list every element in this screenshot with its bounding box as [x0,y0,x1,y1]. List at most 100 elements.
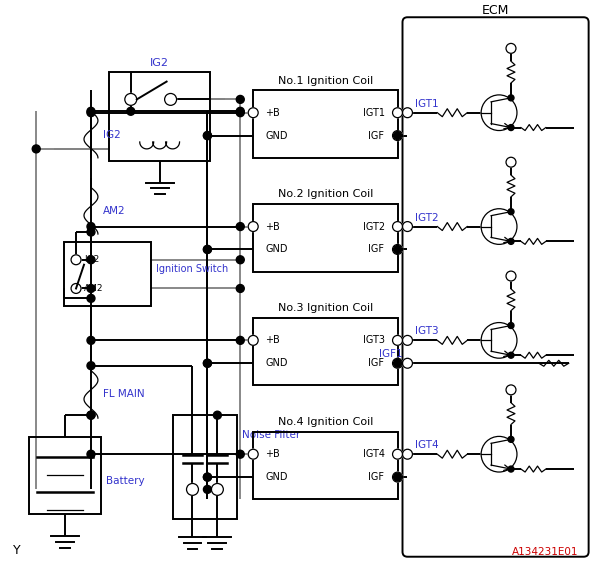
Circle shape [236,336,244,344]
Bar [253,204,397,271]
Bar [64,242,151,306]
Text: GND: GND [265,358,287,368]
Text: IGT4: IGT4 [363,449,385,459]
Circle shape [236,109,244,117]
Circle shape [87,450,95,458]
Circle shape [393,108,403,118]
Text: IGT1: IGT1 [363,108,385,118]
Circle shape [481,209,517,244]
Circle shape [403,336,412,345]
Text: IG2: IG2 [84,255,99,264]
Circle shape [403,108,412,118]
Text: IGF: IGF [368,245,384,254]
Circle shape [127,108,135,116]
Circle shape [236,256,244,263]
Text: GND: GND [265,131,287,141]
Circle shape [211,484,223,496]
Text: No.4 Ignition Coil: No.4 Ignition Coil [277,417,373,427]
Circle shape [236,222,244,230]
Text: IGF: IGF [368,358,384,368]
Circle shape [203,485,211,493]
Text: IGT2: IGT2 [363,221,385,232]
Text: GND: GND [265,245,287,254]
Circle shape [508,238,514,244]
Circle shape [125,93,137,105]
Text: A134231E01: A134231E01 [512,547,579,556]
Circle shape [87,284,95,292]
Text: IGT1: IGT1 [415,99,439,109]
Circle shape [394,359,402,367]
Circle shape [203,131,211,139]
Circle shape [393,358,403,368]
Circle shape [506,385,516,395]
Circle shape [248,108,258,118]
Circle shape [203,473,211,481]
Circle shape [203,245,211,253]
Circle shape [508,352,514,358]
Circle shape [508,125,514,130]
Circle shape [508,466,514,472]
Circle shape [187,484,198,496]
Circle shape [236,108,244,116]
Circle shape [236,450,244,458]
Text: Y: Y [13,544,21,556]
Circle shape [248,336,258,345]
Text: +B: +B [265,449,280,459]
Circle shape [403,221,412,232]
Text: IGF: IGF [368,131,384,141]
Circle shape [87,411,95,419]
Circle shape [248,450,258,459]
Circle shape [203,131,211,139]
Bar [253,90,397,158]
Circle shape [165,93,176,105]
Circle shape [508,95,514,101]
Circle shape [87,222,95,230]
Circle shape [32,145,40,153]
Circle shape [506,157,516,167]
Bar [173,415,237,519]
Bar [29,437,101,514]
Text: No.2 Ignition Coil: No.2 Ignition Coil [277,189,373,199]
Circle shape [481,95,517,130]
Circle shape [213,411,222,419]
Circle shape [393,336,403,345]
Text: +B: +B [265,335,280,345]
Circle shape [87,108,95,116]
Circle shape [394,131,402,139]
Circle shape [394,245,402,253]
Circle shape [71,283,81,294]
Circle shape [393,450,403,459]
Circle shape [236,96,244,104]
Circle shape [508,209,514,215]
Text: IG2: IG2 [150,57,169,68]
Circle shape [403,358,412,368]
Circle shape [87,362,95,370]
Text: ECM: ECM [482,4,509,17]
Circle shape [393,472,403,482]
Text: Noise Filter: Noise Filter [242,430,301,440]
Text: IGF1: IGF1 [379,349,403,359]
Circle shape [506,43,516,53]
Text: Battery: Battery [106,476,144,485]
Circle shape [508,323,514,328]
Text: +B: +B [265,221,280,232]
Circle shape [203,359,211,367]
Circle shape [203,245,211,253]
Circle shape [394,473,402,481]
Circle shape [403,450,412,459]
Circle shape [393,221,403,232]
Text: AM2: AM2 [84,284,103,293]
Circle shape [248,221,258,232]
Text: IGT3: IGT3 [415,327,439,336]
Text: IGF: IGF [368,472,384,482]
Text: IGT4: IGT4 [415,440,439,450]
Circle shape [87,256,95,263]
Text: No.1 Ignition Coil: No.1 Ignition Coil [278,76,373,85]
Text: AM2: AM2 [103,206,125,216]
Circle shape [87,228,95,236]
Circle shape [87,109,95,117]
Circle shape [393,131,403,141]
Text: Ignition Switch: Ignition Switch [156,264,228,274]
Text: FL MAIN: FL MAIN [103,389,144,399]
Text: IG2: IG2 [103,130,121,139]
